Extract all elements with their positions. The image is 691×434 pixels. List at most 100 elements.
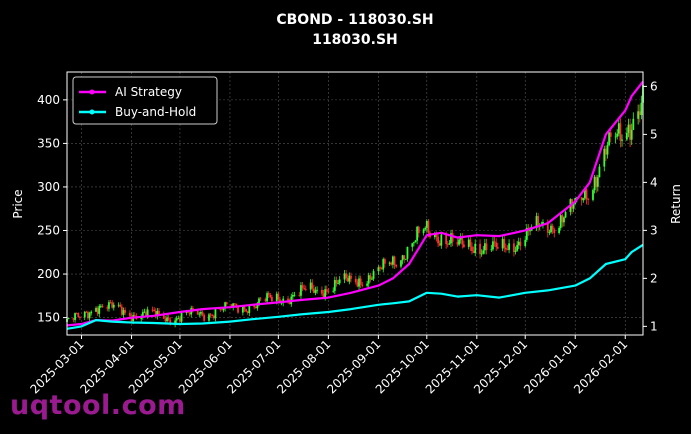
candle-body [564, 211, 567, 218]
candle-body [337, 283, 339, 285]
candle-body [393, 256, 396, 265]
candle-body [145, 311, 147, 316]
candle-body [614, 136, 617, 138]
chart-subtitle: 118030.SH [312, 32, 398, 48]
candle-body [196, 310, 199, 315]
candle-body [496, 247, 499, 249]
candle-body [383, 259, 386, 264]
candle-body [298, 294, 301, 296]
candle-body [482, 250, 485, 254]
candle-body [225, 302, 228, 305]
candle-body [208, 314, 210, 321]
candle-body [224, 302, 227, 309]
candle-body [354, 278, 357, 283]
candle-body [233, 303, 236, 305]
candle-body [501, 238, 504, 249]
candle-body [101, 305, 104, 308]
candle-body [309, 282, 312, 290]
candle-body [433, 233, 436, 238]
candle-body [606, 145, 609, 155]
candle-body [513, 243, 515, 252]
candle-body [141, 312, 144, 318]
candle-body [506, 249, 509, 251]
candle-body [637, 111, 640, 119]
candle-body [627, 124, 630, 133]
candle-body [490, 249, 493, 251]
legend-marker-ai [89, 89, 95, 95]
candle-body [519, 241, 522, 246]
candle-body [472, 250, 475, 253]
candle-body [254, 306, 257, 309]
candle-body [503, 238, 506, 248]
candle-body [456, 241, 459, 245]
candle-body [316, 289, 318, 291]
candle-body [558, 227, 561, 233]
candle-body [388, 262, 391, 264]
candle-body [312, 288, 315, 293]
candle-body [508, 243, 510, 250]
candle-body [592, 190, 594, 200]
y-right-tick-label: 2 [650, 271, 658, 285]
candle-body [67, 318, 70, 319]
candle-body [463, 244, 465, 247]
candle-body [179, 318, 181, 322]
candle-body [243, 305, 246, 310]
candle-body [548, 232, 551, 233]
candle-body [593, 176, 596, 191]
candle-body [267, 293, 270, 295]
candle-body [79, 316, 81, 318]
candle-body [287, 298, 289, 302]
candle-body [167, 317, 170, 320]
candle-body [582, 198, 585, 201]
candle-body [448, 243, 451, 245]
candle-body [416, 226, 419, 241]
candle-body [461, 236, 464, 245]
candle-body [75, 313, 78, 314]
y-tick-label: 350 [37, 136, 60, 150]
candle-body [291, 294, 294, 297]
candle-body [174, 320, 177, 325]
candle-body [572, 203, 575, 209]
candle-body [474, 243, 477, 253]
candle-body [537, 216, 540, 227]
candle-body [411, 243, 414, 247]
candle-body [99, 305, 102, 307]
candle-body [438, 243, 441, 246]
candle-body [248, 305, 251, 313]
candle-body [85, 311, 88, 313]
candle-body [203, 314, 206, 321]
candle-body [214, 309, 217, 319]
candle-body [603, 148, 606, 167]
candle-body [598, 166, 601, 178]
candle-body [367, 275, 370, 284]
candle-body [435, 233, 438, 237]
candle-body [95, 308, 97, 312]
candle-body [98, 306, 101, 314]
candle-body [187, 312, 189, 314]
candle-body [219, 309, 222, 310]
candle-body [371, 278, 373, 280]
candle-body [390, 262, 393, 265]
y-axis-label-left: Price [11, 189, 25, 218]
y-tick-label: 300 [37, 180, 60, 194]
candle-body [277, 293, 280, 300]
candle-body [237, 306, 239, 313]
candle-body [241, 305, 244, 313]
candle-body [514, 250, 517, 252]
candle-body [563, 217, 565, 223]
candle-body [372, 271, 375, 279]
candle-body [301, 285, 304, 288]
candle-body [212, 315, 215, 319]
candle-body [275, 293, 278, 302]
candle-body [492, 241, 494, 250]
candle-body [117, 304, 120, 306]
candle-body [517, 241, 520, 245]
y-right-tick-label: 6 [650, 79, 658, 93]
candle-body [480, 253, 483, 255]
legend-label-ai: AI Strategy [115, 85, 182, 99]
candle-body [112, 304, 115, 308]
candle-body [524, 239, 527, 246]
candle-body [258, 298, 260, 304]
candle-body [400, 260, 402, 267]
y-tick-label: 250 [37, 223, 60, 237]
